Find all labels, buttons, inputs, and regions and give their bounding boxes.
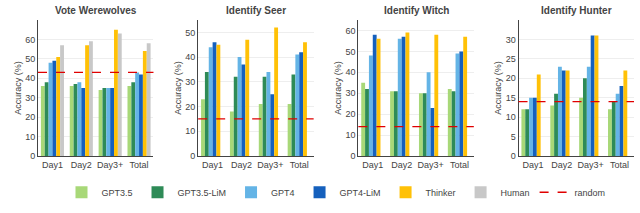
svg-text:10: 10 xyxy=(346,130,356,140)
svg-text:50: 50 xyxy=(25,54,35,64)
svg-text:Day1: Day1 xyxy=(42,160,63,170)
svg-text:10: 10 xyxy=(185,126,195,136)
svg-text:Total: Total xyxy=(610,160,629,170)
svg-text:20: 20 xyxy=(25,112,35,122)
svg-text:20: 20 xyxy=(346,109,356,119)
svg-text:60: 60 xyxy=(25,35,35,45)
svg-text:50: 50 xyxy=(346,47,356,57)
svg-text:30: 30 xyxy=(346,88,356,98)
svg-text:Total: Total xyxy=(130,160,149,170)
svg-text:10: 10 xyxy=(506,112,516,122)
svg-text:Day2: Day2 xyxy=(71,160,92,170)
svg-text:Day3+: Day3+ xyxy=(417,160,443,170)
svg-text:60: 60 xyxy=(346,26,356,36)
svg-text:Day3+: Day3+ xyxy=(257,160,283,170)
svg-text:30: 30 xyxy=(25,93,35,103)
svg-text:0: 0 xyxy=(190,151,195,161)
svg-text:30: 30 xyxy=(185,77,195,87)
svg-text:50: 50 xyxy=(185,28,195,38)
svg-text:Accuracy (%): Accuracy (%) xyxy=(493,61,503,115)
svg-text:20: 20 xyxy=(506,73,516,83)
svg-text:20: 20 xyxy=(185,102,195,112)
svg-text:GPT4-LiM: GPT4-LiM xyxy=(340,188,381,198)
svg-text:Day1: Day1 xyxy=(522,160,543,170)
svg-text:Thinker: Thinker xyxy=(426,188,456,198)
svg-text:0: 0 xyxy=(511,151,516,161)
svg-text:40: 40 xyxy=(185,52,195,62)
svg-text:GPT3.5: GPT3.5 xyxy=(102,188,133,198)
svg-text:Day3+: Day3+ xyxy=(97,160,123,170)
svg-text:0: 0 xyxy=(351,151,356,161)
svg-text:Accuracy (%): Accuracy (%) xyxy=(13,61,23,115)
svg-text:GPT3.5-LiM: GPT3.5-LiM xyxy=(178,188,227,198)
svg-text:Day3+: Day3+ xyxy=(578,160,604,170)
svg-text:Human: Human xyxy=(501,188,530,198)
svg-text:Identify Hunter: Identify Hunter xyxy=(541,5,612,16)
svg-text:15: 15 xyxy=(506,93,516,103)
svg-text:5: 5 xyxy=(511,132,516,142)
svg-text:Day1: Day1 xyxy=(202,160,223,170)
svg-text:Accuracy (%): Accuracy (%) xyxy=(173,61,183,115)
svg-text:Day2: Day2 xyxy=(231,160,252,170)
svg-text:Day2: Day2 xyxy=(551,160,572,170)
svg-text:40: 40 xyxy=(25,73,35,83)
svg-text:25: 25 xyxy=(506,54,516,64)
svg-text:Identify Witch: Identify Witch xyxy=(384,5,449,16)
svg-text:GPT4: GPT4 xyxy=(271,188,295,198)
svg-text:30: 30 xyxy=(506,35,516,45)
svg-text:Total: Total xyxy=(450,160,469,170)
svg-text:Day2: Day2 xyxy=(391,160,412,170)
svg-text:Vote Werewolves: Vote Werewolves xyxy=(55,5,137,16)
svg-text:Accuracy (%): Accuracy (%) xyxy=(333,61,343,115)
svg-text:random: random xyxy=(575,188,606,198)
svg-text:10: 10 xyxy=(25,132,35,142)
svg-text:Identify Seer: Identify Seer xyxy=(226,5,286,16)
svg-text:0: 0 xyxy=(30,151,35,161)
svg-text:Day1: Day1 xyxy=(362,160,383,170)
svg-text:Total: Total xyxy=(290,160,309,170)
svg-text:40: 40 xyxy=(346,67,356,77)
